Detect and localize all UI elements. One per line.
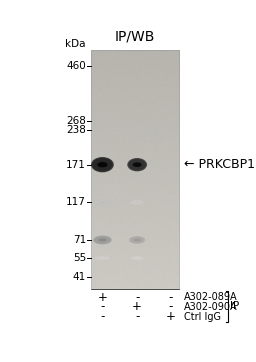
- Ellipse shape: [133, 162, 142, 167]
- Text: -: -: [135, 291, 139, 304]
- Ellipse shape: [94, 236, 110, 244]
- Ellipse shape: [127, 158, 147, 171]
- Ellipse shape: [94, 199, 111, 205]
- Text: 460: 460: [66, 61, 86, 71]
- Ellipse shape: [132, 201, 142, 204]
- Ellipse shape: [128, 159, 146, 171]
- Ellipse shape: [131, 237, 143, 243]
- Ellipse shape: [130, 237, 144, 243]
- Ellipse shape: [130, 200, 144, 205]
- Ellipse shape: [98, 201, 106, 203]
- Ellipse shape: [129, 159, 145, 170]
- Ellipse shape: [96, 200, 109, 205]
- Ellipse shape: [92, 158, 113, 172]
- Ellipse shape: [95, 256, 110, 260]
- Text: IP: IP: [230, 301, 239, 311]
- Ellipse shape: [131, 161, 143, 169]
- Text: +: +: [132, 300, 142, 313]
- Text: -: -: [100, 310, 105, 323]
- Text: A302-089A: A302-089A: [184, 292, 237, 302]
- Text: IP/WB: IP/WB: [114, 29, 155, 43]
- Ellipse shape: [130, 256, 144, 260]
- Ellipse shape: [131, 160, 144, 169]
- Ellipse shape: [129, 199, 145, 205]
- Ellipse shape: [93, 236, 112, 244]
- Ellipse shape: [134, 257, 141, 259]
- Ellipse shape: [93, 199, 111, 205]
- Ellipse shape: [95, 200, 110, 205]
- Ellipse shape: [98, 257, 106, 259]
- Ellipse shape: [95, 237, 110, 243]
- Ellipse shape: [131, 200, 143, 205]
- Ellipse shape: [131, 256, 144, 260]
- Ellipse shape: [129, 236, 145, 244]
- Ellipse shape: [97, 162, 108, 167]
- Ellipse shape: [130, 160, 145, 170]
- Text: +: +: [98, 291, 107, 304]
- Ellipse shape: [93, 158, 112, 171]
- Ellipse shape: [94, 236, 111, 244]
- Ellipse shape: [91, 157, 114, 172]
- Text: ← PRKCBP1: ← PRKCBP1: [184, 158, 255, 171]
- Ellipse shape: [96, 237, 109, 243]
- Ellipse shape: [94, 256, 111, 260]
- Text: 55: 55: [73, 253, 86, 263]
- Text: 41: 41: [73, 272, 86, 282]
- Ellipse shape: [97, 161, 108, 169]
- Text: +: +: [166, 310, 176, 323]
- Text: -: -: [135, 310, 139, 323]
- Ellipse shape: [134, 201, 141, 203]
- Text: 117: 117: [66, 197, 86, 207]
- Text: kDa: kDa: [65, 39, 85, 49]
- Ellipse shape: [96, 256, 109, 260]
- Text: -: -: [100, 300, 105, 313]
- Text: 238: 238: [66, 125, 86, 135]
- Ellipse shape: [130, 236, 145, 244]
- Text: 71: 71: [73, 235, 86, 245]
- Ellipse shape: [132, 238, 142, 242]
- Text: 171: 171: [66, 160, 86, 170]
- Text: -: -: [169, 291, 173, 304]
- Text: A302-090A: A302-090A: [184, 302, 237, 312]
- Ellipse shape: [132, 237, 143, 243]
- Ellipse shape: [97, 256, 108, 260]
- Ellipse shape: [97, 237, 108, 243]
- Bar: [91, 50, 179, 289]
- Ellipse shape: [132, 161, 142, 168]
- Text: 268: 268: [66, 117, 86, 126]
- Ellipse shape: [95, 160, 110, 170]
- Ellipse shape: [130, 256, 145, 260]
- Ellipse shape: [93, 256, 111, 261]
- Ellipse shape: [96, 160, 109, 169]
- Ellipse shape: [94, 159, 111, 171]
- Ellipse shape: [98, 239, 107, 241]
- Ellipse shape: [133, 239, 141, 241]
- Ellipse shape: [131, 256, 143, 260]
- Ellipse shape: [131, 200, 144, 205]
- Ellipse shape: [97, 200, 108, 205]
- Text: Ctrl IgG: Ctrl IgG: [184, 312, 221, 321]
- Text: -: -: [169, 300, 173, 313]
